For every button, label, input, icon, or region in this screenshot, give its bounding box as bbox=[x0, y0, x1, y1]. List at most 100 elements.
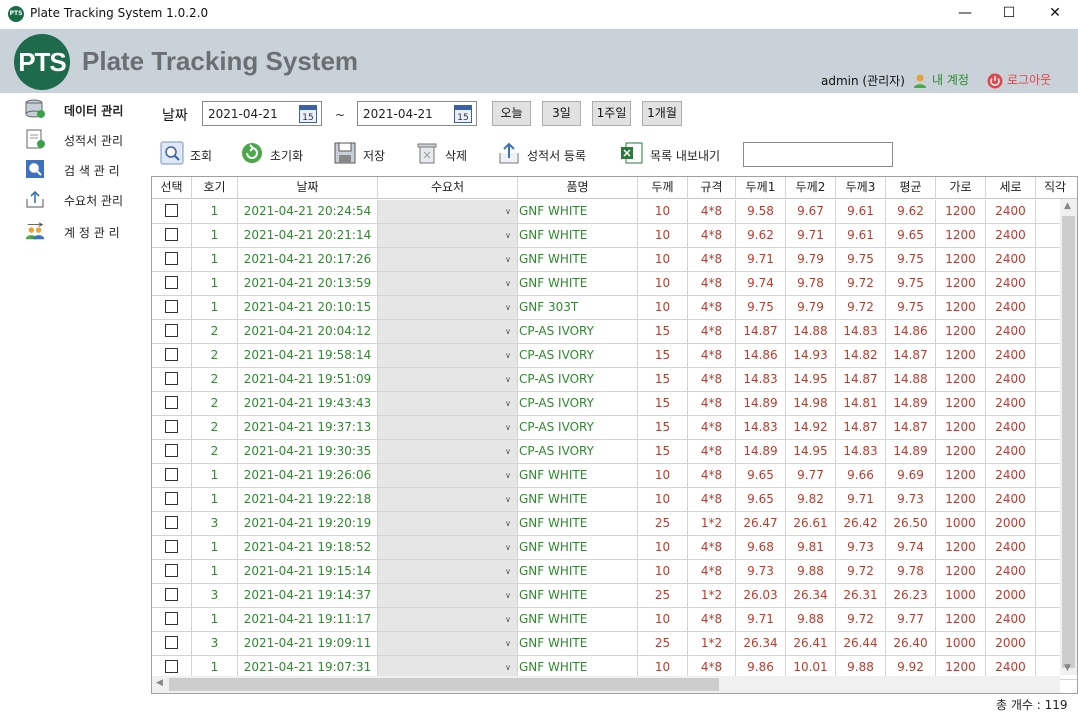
select-cell[interactable] bbox=[152, 608, 192, 631]
column-header-unit[interactable]: 호기 bbox=[192, 177, 238, 199]
table-row[interactable]: 1 2021-04-21 20:10:15 ∨ GNF 303T 10 4*8 9.75 9.… bbox=[152, 296, 1077, 320]
row-checkbox[interactable] bbox=[165, 635, 178, 649]
table-row[interactable]: 2 2021-04-21 19:30:35 ∨ CP-AS IVORY 15 4*8 14.… bbox=[152, 440, 1077, 464]
my-account-link[interactable]: 내 계정 bbox=[912, 71, 969, 89]
one-month-button[interactable]: 1개월 bbox=[642, 101, 682, 126]
customer-dropdown[interactable]: ∨ bbox=[378, 536, 518, 559]
customer-dropdown[interactable]: ∨ bbox=[378, 560, 518, 583]
row-checkbox[interactable] bbox=[165, 395, 178, 409]
column-header-height[interactable]: 세로 bbox=[986, 177, 1036, 199]
horizontal-scroll-thumb[interactable] bbox=[169, 678, 719, 691]
select-cell[interactable] bbox=[152, 320, 192, 343]
select-cell[interactable] bbox=[152, 536, 192, 559]
maximize-button[interactable]: ☐ bbox=[1002, 5, 1016, 21]
column-header-spec[interactable]: 규격 bbox=[688, 177, 736, 199]
select-cell[interactable] bbox=[152, 632, 192, 655]
table-row[interactable]: 2 2021-04-21 20:04:12 ∨ CP-AS IVORY 15 4*8 14.… bbox=[152, 320, 1077, 344]
column-header-average[interactable]: 평균 bbox=[886, 177, 936, 199]
select-cell[interactable] bbox=[152, 656, 192, 679]
select-cell[interactable] bbox=[152, 416, 192, 439]
sidebar-item-certificate[interactable]: 성적서 관리 bbox=[24, 125, 144, 153]
chevron-down-icon[interactable]: ∨ bbox=[505, 351, 511, 360]
table-row[interactable]: 3 2021-04-21 19:14:37 ∨ GNF WHITE 25 1*2 26.03… bbox=[152, 584, 1077, 608]
chevron-down-icon[interactable]: ∨ bbox=[505, 543, 511, 552]
minimize-button[interactable]: — bbox=[958, 5, 972, 21]
customer-dropdown[interactable]: ∨ bbox=[378, 416, 518, 439]
customer-dropdown[interactable]: ∨ bbox=[378, 200, 518, 223]
column-header-product[interactable]: 품명 bbox=[518, 177, 638, 199]
vertical-scrollbar[interactable]: ▲ ▼ bbox=[1060, 199, 1077, 675]
customer-dropdown[interactable]: ∨ bbox=[378, 440, 518, 463]
column-header-date[interactable]: 날짜 bbox=[238, 177, 378, 199]
customer-dropdown[interactable]: ∨ bbox=[378, 608, 518, 631]
table-row[interactable]: 1 2021-04-21 19:15:14 ∨ GNF WHITE 10 4*8 9.73 9… bbox=[152, 560, 1077, 584]
scroll-up-icon[interactable]: ▲ bbox=[1064, 201, 1071, 211]
table-row[interactable]: 2 2021-04-21 19:43:43 ∨ CP-AS IVORY 15 4*8 14.… bbox=[152, 392, 1077, 416]
logout-link[interactable]: 로그아웃 bbox=[987, 71, 1051, 89]
column-header-thickness3[interactable]: 두께3 bbox=[836, 177, 886, 199]
row-checkbox[interactable] bbox=[165, 467, 178, 481]
table-row[interactable]: 2 2021-04-21 19:37:13 ∨ CP-AS IVORY 15 4*8 14.… bbox=[152, 416, 1077, 440]
select-cell[interactable] bbox=[152, 296, 192, 319]
delete-button[interactable]: 삭제 bbox=[415, 141, 475, 167]
table-row[interactable]: 2 2021-04-21 19:51:09 ∨ CP-AS IVORY 15 4*8 14.… bbox=[152, 368, 1077, 392]
customer-dropdown[interactable]: ∨ bbox=[378, 512, 518, 535]
table-row[interactable]: 2 2021-04-21 19:58:14 ∨ CP-AS IVORY 15 4*8 14.… bbox=[152, 344, 1077, 368]
select-cell[interactable] bbox=[152, 272, 192, 295]
customer-dropdown[interactable]: ∨ bbox=[378, 344, 518, 367]
select-cell[interactable] bbox=[152, 488, 192, 511]
horizontal-scrollbar[interactable]: ◀ bbox=[152, 676, 1060, 693]
chevron-down-icon[interactable]: ∨ bbox=[505, 255, 511, 264]
column-header-thickness[interactable]: 두께 bbox=[638, 177, 688, 199]
row-checkbox[interactable] bbox=[165, 491, 178, 505]
date-from-picker[interactable]: 2021-04-21 15 bbox=[202, 101, 322, 126]
column-header-width[interactable]: 가로 bbox=[936, 177, 986, 199]
table-row[interactable]: 1 2021-04-21 20:13:59 ∨ GNF WHITE 10 4*8 9.74 9… bbox=[152, 272, 1077, 296]
customer-dropdown[interactable]: ∨ bbox=[378, 584, 518, 607]
chevron-down-icon[interactable]: ∨ bbox=[505, 663, 511, 672]
row-checkbox[interactable] bbox=[165, 419, 178, 433]
vertical-scroll-thumb[interactable] bbox=[1062, 216, 1075, 668]
sidebar-item-search[interactable]: 검 색 관 리 bbox=[24, 155, 144, 183]
sidebar-item-customer[interactable]: 수요처 관리 bbox=[24, 185, 144, 213]
customer-dropdown[interactable]: ∨ bbox=[378, 392, 518, 415]
chevron-down-icon[interactable]: ∨ bbox=[505, 639, 511, 648]
chevron-down-icon[interactable]: ∨ bbox=[505, 231, 511, 240]
customer-dropdown[interactable]: ∨ bbox=[378, 488, 518, 511]
select-cell[interactable] bbox=[152, 584, 192, 607]
table-row[interactable]: 3 2021-04-21 19:20:19 ∨ GNF WHITE 25 1*2 26.47… bbox=[152, 512, 1077, 536]
column-header-customer[interactable]: 수요처 bbox=[378, 177, 518, 199]
scroll-down-icon[interactable]: ▼ bbox=[1064, 663, 1071, 673]
chevron-down-icon[interactable]: ∨ bbox=[505, 375, 511, 384]
row-checkbox[interactable] bbox=[165, 203, 178, 217]
select-cell[interactable] bbox=[152, 248, 192, 271]
select-cell[interactable] bbox=[152, 440, 192, 463]
sidebar-item-data[interactable]: 데이터 관리 bbox=[24, 95, 144, 123]
search-button[interactable]: 조회 bbox=[160, 141, 220, 167]
calendar-icon[interactable]: 15 bbox=[299, 105, 317, 123]
table-row[interactable]: 1 2021-04-21 19:26:06 ∨ GNF WHITE 10 4*8 9.65 9… bbox=[152, 464, 1077, 488]
chevron-down-icon[interactable]: ∨ bbox=[505, 471, 511, 480]
select-cell[interactable] bbox=[152, 464, 192, 487]
table-row[interactable]: 1 2021-04-21 20:17:26 ∨ GNF WHITE 10 4*8 9.71 9… bbox=[152, 248, 1077, 272]
chevron-down-icon[interactable]: ∨ bbox=[505, 423, 511, 432]
customer-dropdown[interactable]: ∨ bbox=[378, 272, 518, 295]
customer-dropdown[interactable]: ∨ bbox=[378, 632, 518, 655]
table-row[interactable]: 1 2021-04-21 19:18:52 ∨ GNF WHITE 10 4*8 9.68 9… bbox=[152, 536, 1077, 560]
save-button[interactable]: 저장 bbox=[333, 141, 393, 167]
select-cell[interactable] bbox=[152, 512, 192, 535]
customer-dropdown[interactable]: ∨ bbox=[378, 656, 518, 679]
table-row[interactable]: 3 2021-04-21 19:09:11 ∨ GNF WHITE 25 1*2 26.34… bbox=[152, 632, 1077, 656]
scroll-left-icon[interactable]: ◀ bbox=[156, 678, 163, 688]
table-row[interactable]: 1 2021-04-21 19:11:17 ∨ GNF WHITE 10 4*8 9.71 9… bbox=[152, 608, 1077, 632]
select-cell[interactable] bbox=[152, 368, 192, 391]
customer-dropdown[interactable]: ∨ bbox=[378, 248, 518, 271]
calendar-icon[interactable]: 15 bbox=[454, 105, 472, 123]
row-checkbox[interactable] bbox=[165, 299, 178, 313]
row-checkbox[interactable] bbox=[165, 563, 178, 577]
three-days-button[interactable]: 3일 bbox=[542, 101, 581, 126]
chevron-down-icon[interactable]: ∨ bbox=[505, 519, 511, 528]
date-to-picker[interactable]: 2021-04-21 15 bbox=[357, 101, 477, 126]
select-cell[interactable] bbox=[152, 392, 192, 415]
select-cell[interactable] bbox=[152, 224, 192, 247]
